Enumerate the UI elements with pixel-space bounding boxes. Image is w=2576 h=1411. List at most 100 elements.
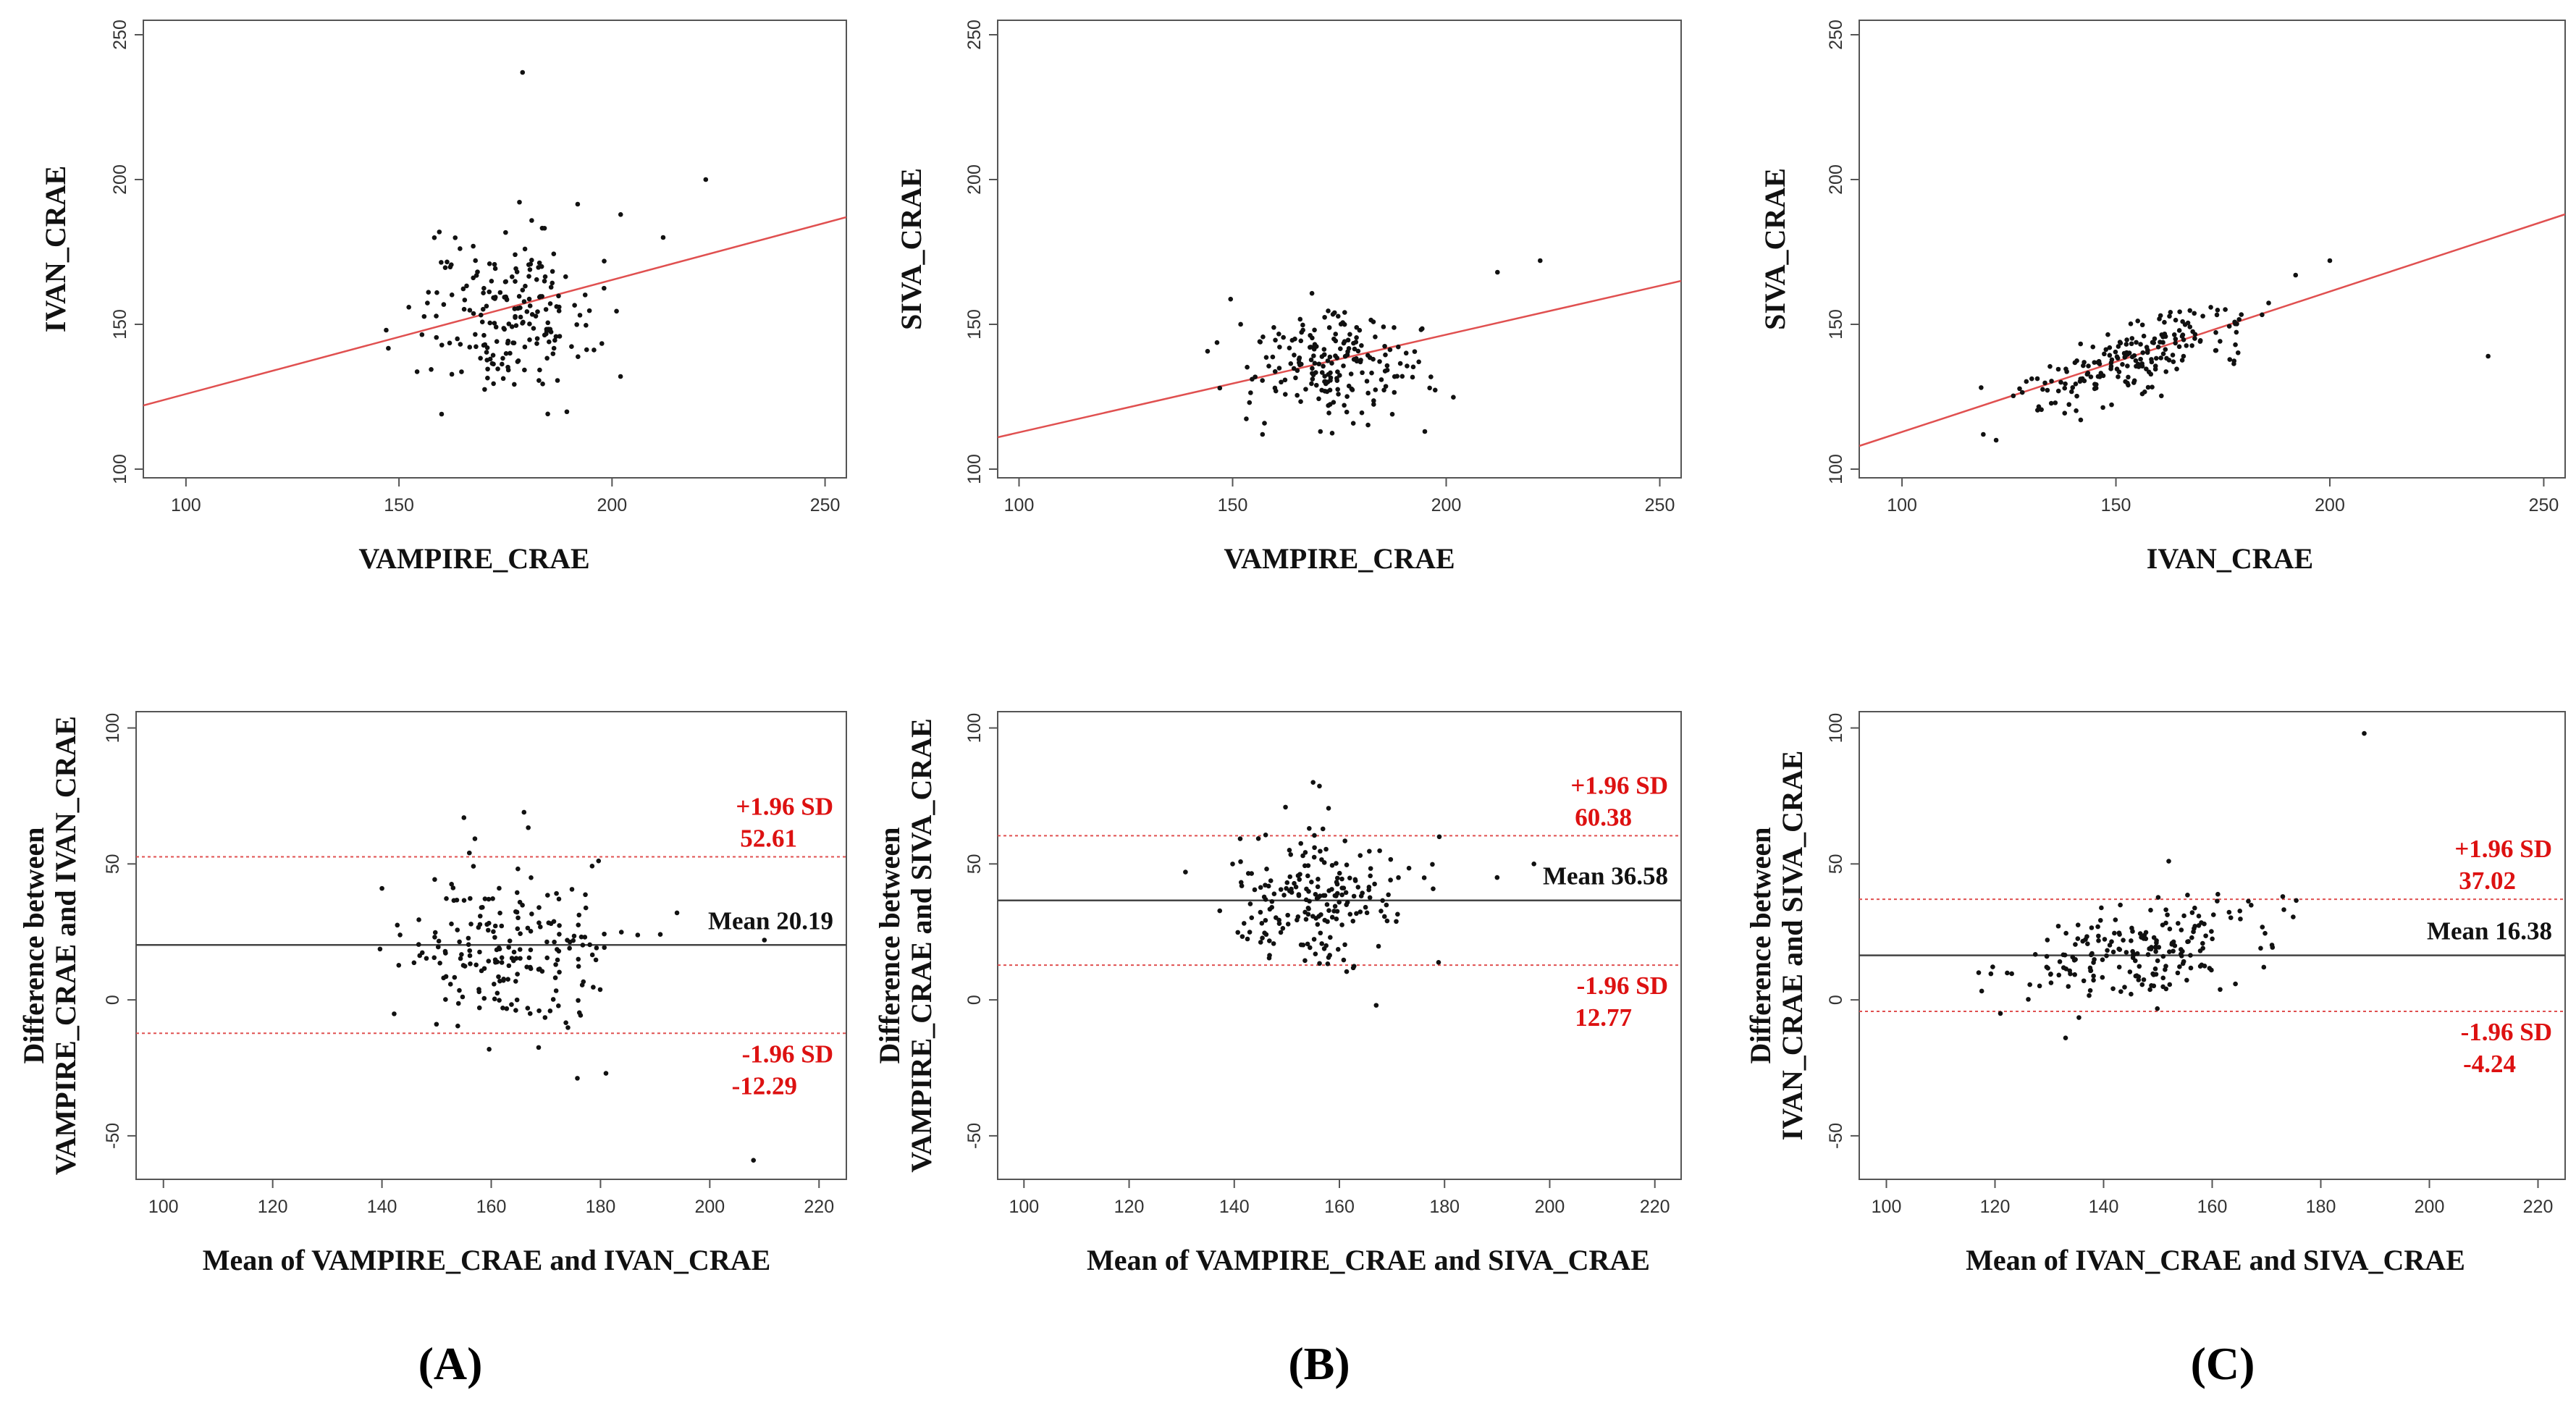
data-point bbox=[1395, 911, 1400, 917]
x-tick-label: 220 bbox=[2523, 1197, 2554, 1217]
data-point bbox=[2176, 921, 2181, 926]
data-point bbox=[2177, 309, 2182, 314]
data-point bbox=[449, 292, 455, 298]
data-point bbox=[2210, 912, 2216, 917]
data-point bbox=[2087, 993, 2092, 998]
data-point bbox=[1396, 344, 1401, 350]
data-point bbox=[1298, 841, 1304, 846]
data-point bbox=[2179, 927, 2184, 932]
data-point bbox=[481, 332, 487, 338]
data-point bbox=[492, 321, 497, 326]
data-point bbox=[1421, 875, 1427, 880]
data-point bbox=[589, 952, 595, 958]
x-axis-title: IVAN_CRAE bbox=[2147, 542, 2313, 575]
data-point bbox=[1292, 880, 1297, 886]
data-point bbox=[1368, 873, 1373, 879]
data-point bbox=[1430, 862, 1435, 867]
data-point bbox=[1333, 338, 1339, 344]
data-point bbox=[484, 358, 489, 363]
data-point bbox=[2215, 898, 2220, 904]
data-point bbox=[1405, 363, 1410, 368]
data-point bbox=[432, 955, 437, 961]
data-point bbox=[1291, 366, 1297, 371]
data-point bbox=[1371, 402, 1376, 407]
data-point bbox=[531, 326, 536, 331]
data-point bbox=[576, 922, 581, 927]
data-point bbox=[1339, 892, 1344, 898]
data-point bbox=[1310, 376, 1316, 382]
data-point bbox=[2160, 351, 2166, 357]
data-point bbox=[1387, 347, 1393, 353]
data-point bbox=[2092, 956, 2097, 962]
y-tick-label: 150 bbox=[1826, 309, 1846, 340]
data-point bbox=[1302, 958, 1308, 964]
data-point bbox=[395, 922, 400, 928]
y-axis-title: Difference between bbox=[17, 827, 50, 1064]
y-tick-label: -50 bbox=[964, 1123, 985, 1149]
data-point bbox=[536, 1045, 542, 1050]
x-tick-label: 100 bbox=[1009, 1197, 1039, 1217]
data-point bbox=[576, 956, 581, 962]
data-point bbox=[2102, 937, 2108, 942]
data-point bbox=[1319, 857, 1324, 862]
data-point bbox=[2169, 940, 2175, 945]
data-point bbox=[518, 931, 523, 936]
panel-label-c: (C) bbox=[2191, 1338, 2255, 1389]
data-point bbox=[1432, 387, 1438, 393]
data-point bbox=[2011, 393, 2016, 399]
y-tick-label: 100 bbox=[964, 713, 985, 744]
data-point bbox=[548, 921, 554, 927]
data-point bbox=[2032, 952, 2038, 957]
data-point bbox=[1367, 895, 1373, 901]
data-point bbox=[511, 949, 517, 955]
data-point bbox=[1347, 911, 1353, 917]
data-point bbox=[1312, 327, 1317, 333]
data-point bbox=[509, 1002, 514, 1007]
data-point bbox=[482, 896, 488, 901]
data-point bbox=[513, 252, 518, 258]
data-point bbox=[2145, 952, 2151, 957]
data-point bbox=[1263, 355, 1269, 360]
x-tick-label: 140 bbox=[2089, 1197, 2119, 1217]
data-point bbox=[2218, 339, 2223, 344]
data-point bbox=[449, 921, 454, 927]
data-point bbox=[2163, 920, 2168, 926]
data-point bbox=[2136, 977, 2142, 982]
data-point bbox=[520, 321, 525, 326]
upper-limit-value: 37.02 bbox=[2459, 867, 2516, 895]
x-tick-label: 220 bbox=[1640, 1197, 1670, 1217]
x-tick-label: 100 bbox=[171, 495, 201, 515]
plot-area bbox=[1859, 730, 2565, 1040]
data-point bbox=[2118, 340, 2123, 346]
data-point bbox=[434, 290, 439, 295]
data-point bbox=[1276, 366, 1282, 371]
data-point bbox=[2090, 344, 2096, 350]
data-point bbox=[1292, 353, 1297, 358]
data-point bbox=[2131, 378, 2137, 384]
data-point bbox=[2127, 969, 2133, 974]
data-point bbox=[457, 987, 462, 993]
data-point bbox=[1312, 845, 1317, 851]
x-tick-label: 160 bbox=[476, 1197, 507, 1217]
data-point bbox=[1384, 918, 1390, 924]
data-point bbox=[2089, 951, 2095, 956]
data-point bbox=[2189, 910, 2195, 915]
data-point bbox=[1351, 893, 1357, 899]
data-point bbox=[476, 989, 482, 995]
chart-C-bland-altman: 100 120 140 160 180 200 220 -50 0 50 100 Mean of IV… bbox=[1744, 711, 2566, 1276]
regression-line bbox=[143, 216, 846, 407]
data-point bbox=[459, 369, 464, 374]
data-point bbox=[567, 945, 572, 951]
plot-area bbox=[1859, 213, 2565, 447]
data-point bbox=[2235, 350, 2241, 355]
data-point bbox=[461, 898, 467, 903]
data-point bbox=[2144, 345, 2150, 350]
data-point bbox=[538, 924, 543, 930]
data-point bbox=[477, 949, 482, 955]
data-point bbox=[2144, 366, 2149, 371]
data-point bbox=[579, 982, 585, 987]
data-point bbox=[515, 306, 521, 311]
data-point bbox=[2238, 917, 2243, 922]
data-point bbox=[1334, 893, 1339, 898]
data-point bbox=[1309, 879, 1314, 885]
